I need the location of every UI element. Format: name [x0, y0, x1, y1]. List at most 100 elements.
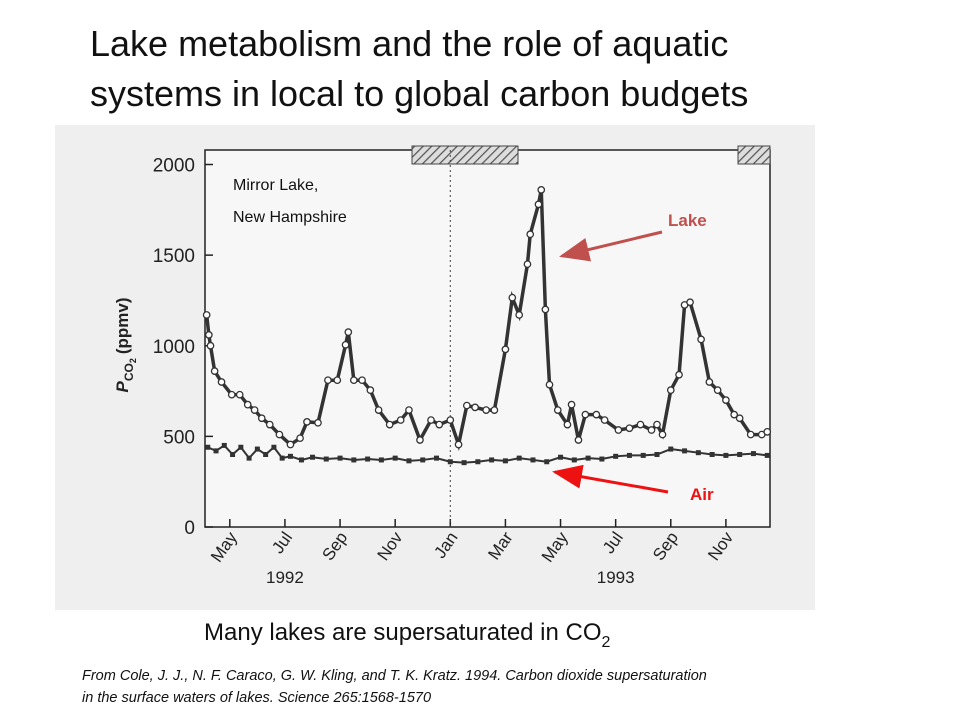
y-label-part: CO: [122, 363, 136, 381]
point: [666, 386, 675, 395]
point: [682, 448, 688, 454]
point: [686, 298, 694, 307]
arrow: [559, 230, 663, 262]
point: [658, 430, 667, 439]
point: [563, 420, 572, 429]
point: [314, 418, 322, 427]
point: [254, 446, 260, 452]
point: [324, 376, 332, 385]
point: [205, 444, 211, 450]
series-line: [207, 444, 768, 464]
y-tick-label: 1500: [153, 246, 195, 267]
point: [600, 416, 609, 424]
point: [358, 376, 366, 385]
point: [366, 386, 375, 395]
title-line: Lake metabolism and the role of aquatic: [90, 23, 728, 64]
point: [447, 459, 453, 465]
year-label: 1993: [597, 568, 635, 587]
point: [489, 457, 495, 463]
point: [202, 311, 211, 319]
point: [647, 426, 656, 434]
point: [396, 416, 405, 424]
point: [454, 440, 463, 449]
y-tick-label: 500: [163, 427, 195, 448]
point: [653, 420, 661, 429]
subtitle-text: Many lakes are supersaturated in CO: [204, 619, 602, 646]
point: [416, 436, 424, 444]
point: [625, 424, 634, 433]
point: [205, 331, 213, 339]
point: [541, 305, 550, 314]
point: [746, 430, 755, 439]
annotation: Mirror Lake,: [233, 177, 318, 194]
point: [378, 457, 384, 463]
point: [446, 416, 455, 424]
point: [243, 400, 252, 409]
point: [235, 390, 244, 399]
point: [427, 416, 435, 424]
point: [537, 186, 546, 194]
point: [206, 341, 215, 350]
point: [599, 456, 605, 462]
point: [713, 386, 722, 395]
point: [257, 414, 266, 423]
point: [227, 390, 236, 399]
point: [530, 457, 536, 463]
point: [303, 418, 311, 426]
y-tick-label: 2000: [153, 156, 195, 177]
point: [475, 459, 481, 465]
y-axis-label: PCO2 (ppmv): [113, 297, 138, 392]
point: [508, 293, 517, 302]
point: [626, 452, 632, 458]
point: [613, 453, 619, 459]
y-label-part: (ppmv): [113, 297, 132, 354]
point: [764, 452, 770, 458]
point: [351, 457, 357, 463]
point: [553, 406, 562, 414]
point: [723, 452, 729, 458]
svg-text:PCO2(ppmv): PCO2 (ppmv): [113, 297, 138, 392]
point: [217, 378, 226, 386]
annotation: New Hampshire: [233, 209, 347, 226]
point: [309, 454, 315, 460]
point: [737, 452, 743, 457]
point: [675, 370, 683, 379]
point: [585, 455, 591, 461]
point: [221, 442, 227, 448]
point: [286, 440, 295, 449]
point: [614, 426, 623, 434]
point: [246, 455, 252, 461]
year-label: 1992: [266, 568, 304, 587]
point: [365, 456, 371, 462]
point: [544, 459, 550, 465]
point: [640, 452, 646, 458]
point: [405, 406, 413, 414]
y-tick-label: 0: [184, 518, 195, 539]
point: [462, 401, 471, 410]
point: [420, 457, 426, 463]
point: [636, 420, 645, 429]
point: [709, 452, 715, 457]
point: [263, 452, 269, 457]
point: [271, 444, 277, 450]
point: [210, 367, 219, 375]
point: [558, 454, 564, 460]
point: [333, 376, 342, 385]
point: [526, 230, 535, 239]
plot-frame: [204, 149, 771, 528]
point: [279, 455, 285, 461]
point: [763, 427, 772, 436]
point: [471, 403, 479, 412]
y-tick-label: 1000: [153, 337, 195, 358]
point: [230, 452, 236, 457]
y-label-part: P: [113, 381, 132, 393]
point: [287, 453, 293, 459]
point: [567, 400, 576, 409]
point: [349, 376, 358, 385]
point: [534, 200, 543, 209]
series-label: Air: [690, 485, 714, 504]
point: [516, 455, 522, 461]
point: [275, 430, 284, 439]
point: [406, 458, 412, 464]
point: [574, 436, 583, 444]
